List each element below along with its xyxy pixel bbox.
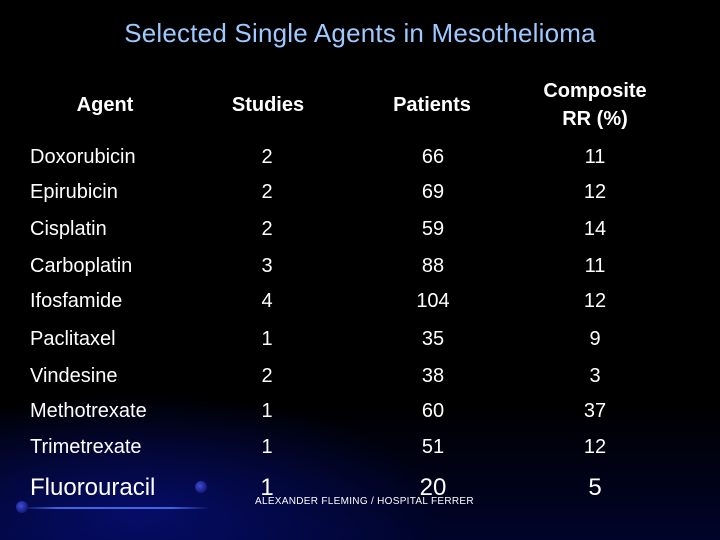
agent-cell: Trimetrexate	[30, 436, 142, 458]
patients-cell: 38	[421, 365, 445, 387]
rr-cell: 5	[588, 474, 602, 501]
header-studies: Studies	[231, 94, 305, 116]
agent-cell: Epirubicin	[30, 181, 118, 203]
patients-cell: 88	[421, 255, 445, 277]
patients-cell: 66	[421, 146, 445, 168]
patients-cell: 51	[421, 436, 445, 458]
patients-cell: 60	[421, 400, 445, 422]
agent-cell: Paclitaxel	[30, 328, 116, 350]
rr-cell: 11	[584, 255, 606, 277]
studies-cell: 1	[261, 436, 273, 458]
studies-cell: 1	[261, 400, 273, 422]
accent-dot	[16, 501, 28, 513]
studies-cell: 2	[261, 146, 273, 168]
agent-cell: Methotrexate	[30, 400, 147, 422]
slide-footer: ALEXANDER FLEMING / HOSPITAL FERRER	[255, 496, 474, 507]
agent-cell: Vindesine	[30, 365, 118, 387]
rr-cell: 3	[589, 365, 601, 387]
rr-cell: 37	[583, 400, 607, 422]
rr-cell: 12	[583, 181, 607, 203]
studies-cell: 3	[261, 255, 273, 277]
agent-cell: Doxorubicin	[30, 146, 136, 168]
patients-cell: 59	[421, 218, 445, 240]
agent-cell: Ifosfamide	[30, 290, 123, 312]
patients-cell: 69	[421, 181, 445, 203]
patients-cell: 20	[419, 474, 447, 501]
patients-cell: 35	[421, 328, 445, 350]
header-agent: Agent	[76, 94, 134, 116]
header-patients: Patients	[393, 94, 471, 116]
agent-cell: Fluorouracil	[30, 474, 156, 501]
studies-cell: 4	[261, 290, 273, 312]
header-composite: Composite	[543, 80, 647, 102]
studies-cell: 1	[260, 474, 274, 501]
studies-cell: 1	[261, 328, 273, 350]
rr-cell: 12	[583, 436, 607, 458]
rr-cell: 12	[583, 290, 607, 312]
rr-cell: 14	[583, 218, 607, 240]
rr-cell: 9	[589, 328, 601, 350]
patients-cell: 104	[416, 290, 450, 312]
studies-cell: 2	[261, 181, 273, 203]
header-rr: RR (%)	[562, 108, 628, 130]
accent-underline	[20, 507, 210, 509]
slide-title: Selected Single Agents in Mesothelioma	[124, 18, 596, 48]
studies-cell: 2	[261, 365, 273, 387]
studies-cell: 2	[261, 218, 273, 240]
accent-dot	[195, 481, 207, 493]
agent-cell: Cisplatin	[30, 218, 107, 240]
agent-cell: Carboplatin	[30, 255, 133, 277]
rr-cell: 11	[584, 146, 606, 168]
